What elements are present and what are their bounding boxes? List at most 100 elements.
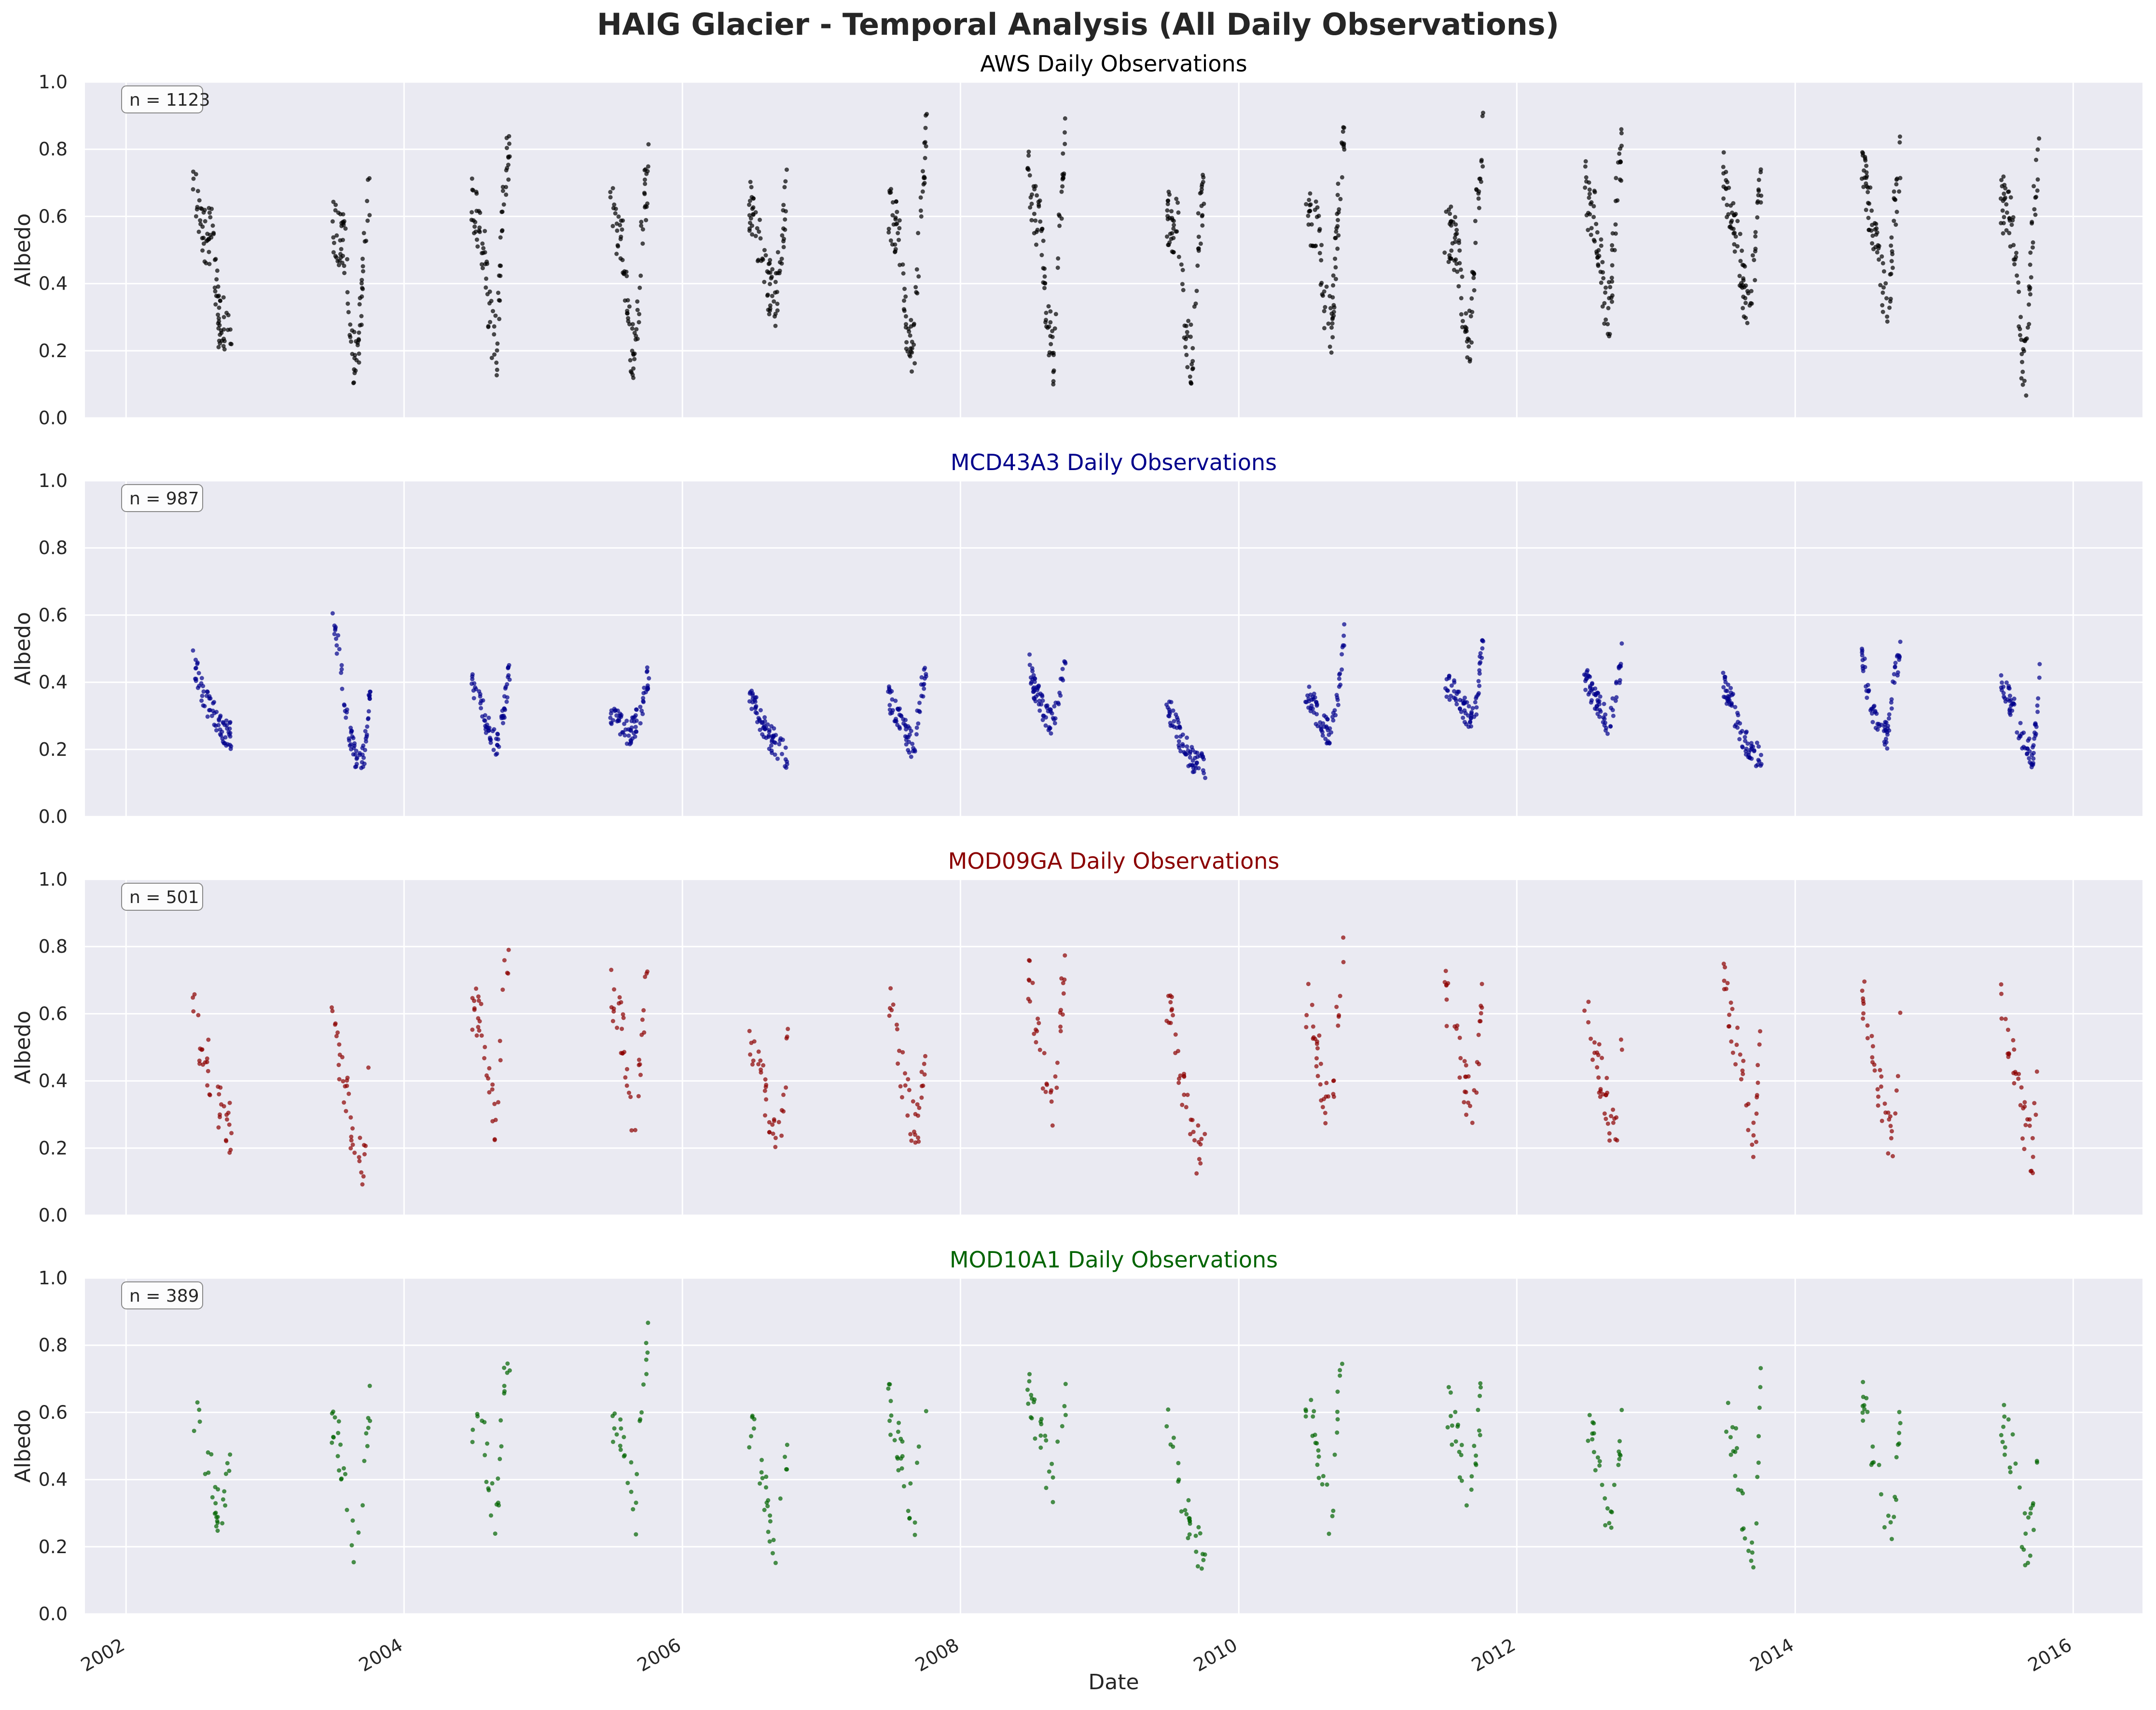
data-point — [1338, 196, 1343, 201]
data-point — [498, 298, 502, 303]
data-point — [1187, 1518, 1192, 1523]
y-tick-label: 0.8 — [39, 537, 68, 558]
data-point — [614, 1432, 619, 1437]
data-point — [222, 723, 227, 727]
data-point — [2025, 325, 2030, 330]
data-point — [207, 262, 212, 266]
y-tick-label: 1.0 — [39, 470, 68, 491]
data-point — [1048, 309, 1053, 314]
data-point — [611, 718, 616, 723]
data-point — [470, 1440, 475, 1445]
data-point — [493, 313, 498, 318]
data-point — [1597, 714, 1602, 719]
data-point — [191, 187, 195, 192]
data-point — [1886, 1110, 1891, 1115]
data-point — [195, 685, 200, 690]
data-point — [360, 264, 365, 269]
data-point — [1481, 111, 1485, 115]
data-point — [1893, 1111, 1898, 1116]
data-point — [786, 1027, 790, 1031]
data-point — [894, 717, 898, 722]
data-point — [1603, 1523, 1608, 1528]
data-point — [1165, 208, 1170, 213]
data-point — [492, 1101, 497, 1106]
data-point — [1059, 216, 1064, 221]
data-point — [1478, 1432, 1482, 1437]
data-point — [1731, 1449, 1736, 1454]
data-point — [2000, 1440, 2005, 1445]
data-point — [633, 1128, 637, 1132]
data-point — [1740, 249, 1744, 253]
data-point — [1600, 304, 1605, 309]
data-point — [1327, 344, 1332, 349]
data-point — [1186, 319, 1191, 323]
data-point — [1607, 1138, 1612, 1143]
data-point — [1180, 1102, 1185, 1107]
plot-background — [85, 82, 2142, 418]
data-point — [898, 1084, 903, 1089]
data-point — [764, 1501, 769, 1505]
data-point — [472, 231, 476, 236]
data-point — [1866, 688, 1871, 693]
y-axis-label: Albedo — [11, 612, 35, 685]
data-point — [1732, 242, 1737, 247]
data-point — [207, 250, 211, 254]
data-point — [1866, 190, 1870, 195]
data-point — [617, 995, 622, 1000]
data-point — [1056, 256, 1061, 261]
data-point — [1185, 744, 1189, 749]
data-point — [758, 708, 763, 712]
data-point — [1055, 1060, 1060, 1065]
data-point — [492, 352, 497, 357]
data-point — [192, 992, 197, 997]
data-point — [646, 164, 650, 169]
data-point — [227, 726, 232, 731]
data-point — [1027, 999, 1032, 1004]
data-point — [634, 729, 639, 734]
data-point — [498, 1418, 503, 1423]
data-point — [1041, 238, 1046, 243]
data-point — [1329, 325, 1334, 330]
data-point — [1034, 1040, 1038, 1044]
data-point — [1201, 172, 1205, 177]
data-point — [1468, 314, 1473, 319]
data-point — [1478, 651, 1483, 655]
data-point — [748, 690, 753, 695]
data-point — [1443, 686, 1448, 691]
data-point — [769, 743, 774, 748]
data-point — [494, 752, 498, 757]
data-point — [1450, 1442, 1454, 1447]
data-point — [1195, 264, 1200, 268]
data-point — [1166, 1407, 1171, 1412]
data-point — [1477, 1428, 1481, 1433]
data-point — [1462, 1059, 1467, 1064]
data-point — [1752, 749, 1756, 753]
data-point — [502, 1384, 507, 1388]
data-point — [472, 999, 477, 1003]
data-point — [641, 1382, 646, 1387]
data-point — [909, 1138, 914, 1143]
data-point — [1317, 228, 1322, 233]
data-point — [1587, 1413, 1592, 1418]
data-point — [2034, 157, 2038, 162]
data-point — [214, 1524, 219, 1529]
data-point — [1593, 1468, 1598, 1473]
data-point — [623, 1075, 628, 1080]
data-point — [475, 244, 480, 249]
data-point — [1176, 1081, 1181, 1085]
data-point — [201, 1062, 205, 1067]
data-point — [1860, 150, 1865, 154]
data-point — [1595, 1455, 1600, 1460]
data-point — [1743, 316, 1748, 320]
data-point — [1595, 1050, 1600, 1055]
sample-count-box — [121, 883, 203, 911]
data-point — [2031, 756, 2036, 761]
data-point — [205, 1083, 210, 1088]
data-point — [762, 1508, 767, 1512]
data-point — [1598, 1094, 1603, 1099]
data-point — [1306, 982, 1311, 987]
data-point — [1755, 1095, 1759, 1099]
data-point — [1034, 242, 1038, 247]
